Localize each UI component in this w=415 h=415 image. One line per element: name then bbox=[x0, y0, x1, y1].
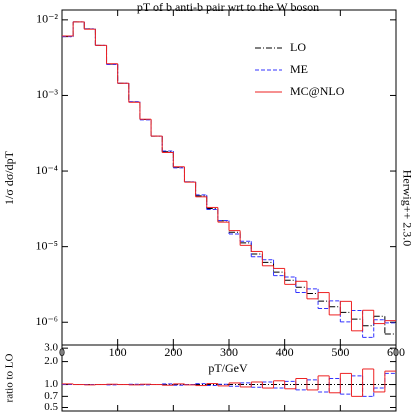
y-tick-label: 10⁻⁵ bbox=[35, 238, 58, 252]
x-tick-label: 500 bbox=[331, 345, 349, 359]
y-tick-label: 0.5 bbox=[44, 401, 58, 413]
y-tick-label: 1.0 bbox=[44, 378, 58, 390]
legend-label: ME bbox=[290, 62, 308, 76]
plot-frame bbox=[61, 9, 397, 346]
annotation: Herwig++ 2.3.0 bbox=[400, 170, 414, 247]
y-tick-label: 10⁻⁴ bbox=[35, 163, 58, 177]
y-tick-label: 10⁻² bbox=[36, 12, 58, 26]
y-tick-label: 3.0 bbox=[44, 342, 58, 354]
x-tick-label: 100 bbox=[109, 345, 127, 359]
y-tick-label: 2.0 bbox=[44, 355, 58, 367]
chart-title: pT of b anti-b pair wrt to the W boson bbox=[137, 0, 319, 14]
legend-label: LO bbox=[290, 40, 306, 54]
x-tick-label: 400 bbox=[276, 345, 294, 359]
y-tick-label: 10⁻³ bbox=[36, 87, 58, 101]
x-tick-label: 200 bbox=[164, 345, 182, 359]
y-axis-label: 1/σ dσ/dpT bbox=[2, 150, 16, 205]
ratio-axis-label: ratio to LO bbox=[4, 354, 16, 403]
x-tick-label: 300 bbox=[220, 345, 238, 359]
legend-label: MC@NLO bbox=[290, 84, 345, 98]
x-axis-label: pT/GeV bbox=[208, 361, 248, 375]
y-tick-label: 0.7 bbox=[44, 390, 58, 402]
y-tick-label: 10⁻⁶ bbox=[35, 314, 58, 328]
